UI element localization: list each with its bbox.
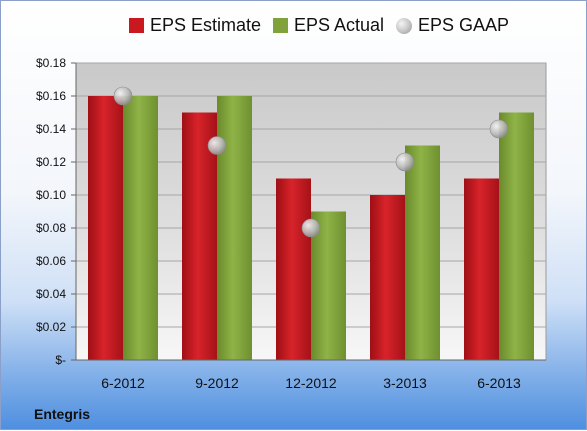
y-tick-label: $0.02 [36, 320, 66, 334]
y-tick-label: $0.10 [36, 188, 66, 202]
legend-item-gaap: EPS GAAP [396, 15, 509, 36]
bar-eps-estimate [370, 195, 405, 360]
bar-eps-actual [123, 96, 158, 360]
y-axis: $- $0.02 $0.04 $0.06 $0.08 $0.10 $0.12 $0.14 $0.… [36, 56, 77, 367]
bar-eps-actual [499, 112, 534, 360]
x-tick-label: 6-2013 [477, 375, 521, 391]
legend-label-estimate: EPS Estimate [150, 15, 262, 35]
bubble-eps-gaap [489, 119, 509, 139]
legend-item-actual: EPS Actual [273, 15, 384, 36]
legend-swatch-estimate [129, 18, 144, 33]
bar-eps-estimate [464, 178, 499, 360]
y-tick-label: $0.16 [36, 89, 66, 103]
x-tick-label: 9-2012 [195, 375, 239, 391]
x-tick-label: 3-2013 [383, 375, 427, 391]
legend-bubble-gaap [396, 17, 412, 34]
bar-eps-estimate [276, 178, 311, 360]
legend: EPS Estimate EPS Actual EPS GAAP [1, 15, 587, 45]
bar-eps-actual [311, 211, 346, 360]
legend-label-gaap: EPS GAAP [418, 15, 510, 35]
legend-swatch-actual [273, 18, 288, 33]
x-tick-label: 6-2012 [101, 375, 145, 391]
bubble-eps-gaap [113, 86, 133, 106]
y-tick-label: $0.12 [36, 155, 66, 169]
bubble-eps-gaap [301, 218, 321, 238]
bars [88, 96, 534, 360]
gaap-bubbles [113, 86, 509, 238]
legend-label-actual: EPS Actual [294, 15, 385, 35]
bar-eps-actual [217, 96, 252, 360]
bar-eps-actual [405, 145, 440, 360]
x-tick-label: 12-2012 [285, 375, 337, 391]
y-tick-label: $- [55, 353, 66, 367]
legend-item-estimate: EPS Estimate [129, 15, 261, 36]
bubble-eps-gaap [395, 152, 415, 172]
company-name: Entegris [34, 406, 91, 422]
y-tick-label: $0.08 [36, 221, 66, 235]
bar-eps-estimate [182, 112, 217, 360]
bubble-eps-gaap [207, 136, 227, 155]
x-axis: 6-2012 9-2012 12-2012 3-2013 6-2013 [76, 359, 546, 391]
y-tick-label: $0.14 [36, 122, 66, 136]
bar-eps-estimate [88, 96, 123, 360]
y-tick-label: $0.18 [36, 56, 66, 70]
y-tick-label: $0.04 [36, 287, 66, 301]
y-tick-label: $0.06 [36, 254, 66, 268]
